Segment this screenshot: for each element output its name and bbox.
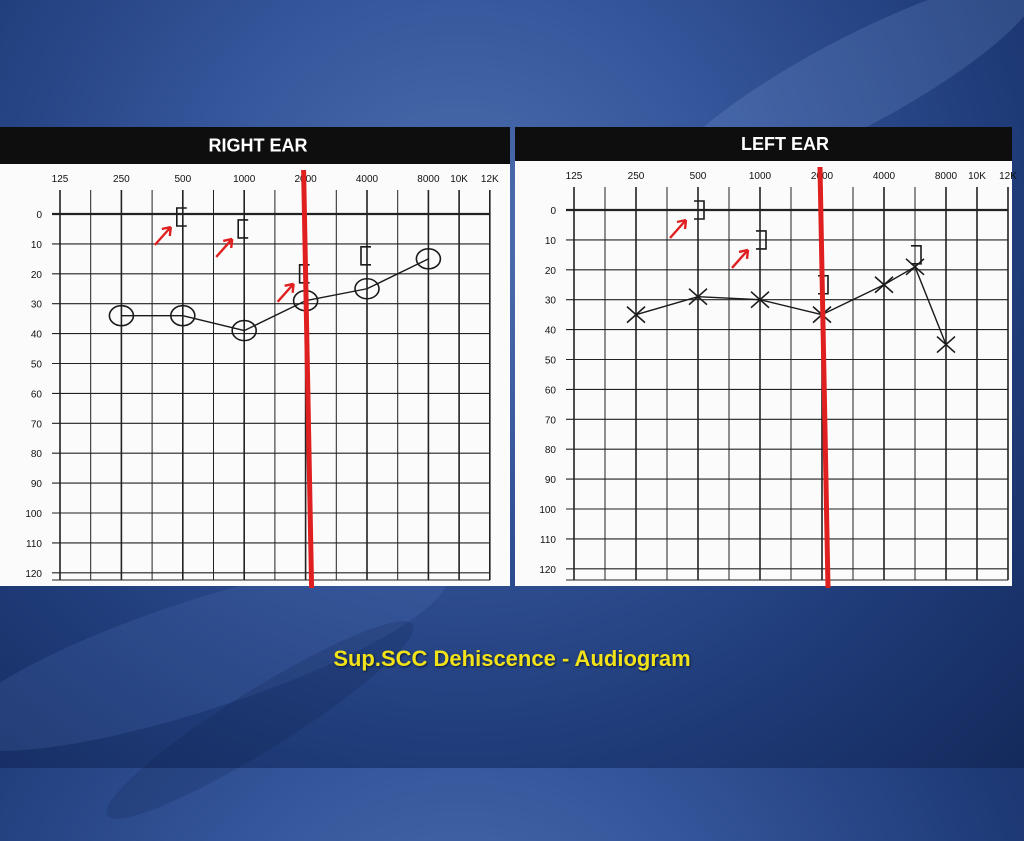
y-tick-label: 90 <box>31 479 43 490</box>
red-arrow <box>669 219 687 239</box>
x-tick-label: 500 <box>174 174 191 185</box>
y-tick-label: 80 <box>31 449 43 460</box>
air-conduction-cross <box>750 291 770 309</box>
y-tick-label: 40 <box>31 330 43 341</box>
air-conduction-circle <box>354 277 380 300</box>
red-arrow-head <box>676 218 688 230</box>
series-line <box>914 266 947 345</box>
red-arrow <box>215 238 234 258</box>
x-tick-label: 4000 <box>873 171 896 182</box>
bone-conduction-bracket <box>694 200 705 220</box>
red-arrow-head <box>161 225 172 237</box>
y-tick-label: 0 <box>36 210 42 221</box>
red-arrow-head <box>222 237 234 249</box>
air-conduction-circle <box>108 304 135 327</box>
red-arrow <box>731 249 749 269</box>
audiogram-figure: RIGHT EAR 125 250 500 1000 20 0 0 4000 8000 10K 12K… <box>0 127 1017 589</box>
paper <box>0 127 510 586</box>
left-ear-panel: LEFT EAR125250500100020004000800010K12K0… <box>515 127 1017 589</box>
x-tick-label: 4000 <box>356 174 379 185</box>
y-tick-label: 50 <box>545 356 557 367</box>
y-tick-label: 70 <box>31 419 43 430</box>
paper <box>515 127 1012 586</box>
x-tick-label: 125 <box>566 171 583 182</box>
x-tick-label: 12K <box>481 174 499 185</box>
red-arrow <box>276 283 295 303</box>
y-tick-label: 20 <box>31 270 43 281</box>
red-arrow <box>153 226 172 246</box>
title-bar <box>515 127 1012 161</box>
y-tick-label: 70 <box>545 415 557 426</box>
air-conduction-circle <box>415 248 442 270</box>
series-line <box>759 299 823 316</box>
x-tick-label: 250 <box>113 174 130 185</box>
y-tick-label: 100 <box>25 509 42 520</box>
series-line <box>305 288 368 302</box>
red-marker-line <box>817 166 831 589</box>
air-conduction-circle <box>170 304 196 327</box>
x-tick-label: 1000 <box>749 171 772 182</box>
bone-conduction-bracket <box>176 207 187 227</box>
bone-conduction-bracket <box>756 230 767 250</box>
y-tick-label: 100 <box>539 505 556 516</box>
y-tick-label: 120 <box>539 565 556 576</box>
red-arrow-head <box>284 282 295 293</box>
x-tick-label: 10K <box>968 171 986 182</box>
ear-title: RIGHT EAR <box>209 136 308 156</box>
y-tick-label: 0 <box>550 206 556 217</box>
x-tick-label: 250 <box>628 171 645 182</box>
x-tick-label: 500 <box>690 171 707 182</box>
title-bar <box>0 127 510 164</box>
series-line <box>635 296 699 316</box>
x-tick-label: 8000 <box>935 171 958 182</box>
ear-title: LEFT EAR <box>741 134 829 154</box>
series-line <box>883 266 916 286</box>
y-tick-label: 110 <box>26 539 42 550</box>
air-conduction-cross <box>626 306 646 324</box>
y-tick-label: 40 <box>545 326 557 337</box>
y-tick-label: 50 <box>31 360 43 371</box>
series-line <box>821 284 885 316</box>
air-conduction-cross <box>688 288 708 306</box>
y-tick-label: 80 <box>545 445 557 456</box>
air-conduction-circle <box>231 319 257 342</box>
bone-conduction-bracket <box>360 246 371 266</box>
y-tick-label: 30 <box>31 300 43 311</box>
x-tick-label: 12K <box>999 171 1017 182</box>
right-ear-panel: RIGHT EAR125250500100020004000800010K12K… <box>0 127 510 589</box>
air-conduction-cross <box>874 276 894 294</box>
x-tick-label: 8000 <box>417 174 440 185</box>
air-conduction-cross <box>936 335 956 354</box>
bone-conduction-bracket <box>911 245 922 265</box>
y-tick-label: 60 <box>545 385 557 396</box>
red-arrow-head <box>738 248 750 260</box>
red-marker-line <box>301 169 315 589</box>
y-tick-label: 10 <box>31 240 43 251</box>
y-tick-label: 120 <box>25 569 42 580</box>
bone-conduction-bracket <box>237 219 249 239</box>
y-tick-label: 110 <box>540 535 556 546</box>
y-tick-label: 60 <box>31 389 43 400</box>
x-tick-label: 10K <box>450 174 468 185</box>
y-tick-label: 30 <box>545 296 557 307</box>
slide-caption: Sup.SCC Dehiscence - Audiogram <box>333 646 691 671</box>
y-tick-label: 20 <box>545 266 557 277</box>
series-line <box>182 314 245 332</box>
y-tick-label: 10 <box>545 236 557 247</box>
x-tick-label: 125 <box>52 174 69 185</box>
series-line <box>697 296 761 301</box>
y-tick-label: 90 <box>545 475 557 486</box>
x-tick-label: 1000 <box>233 174 256 185</box>
